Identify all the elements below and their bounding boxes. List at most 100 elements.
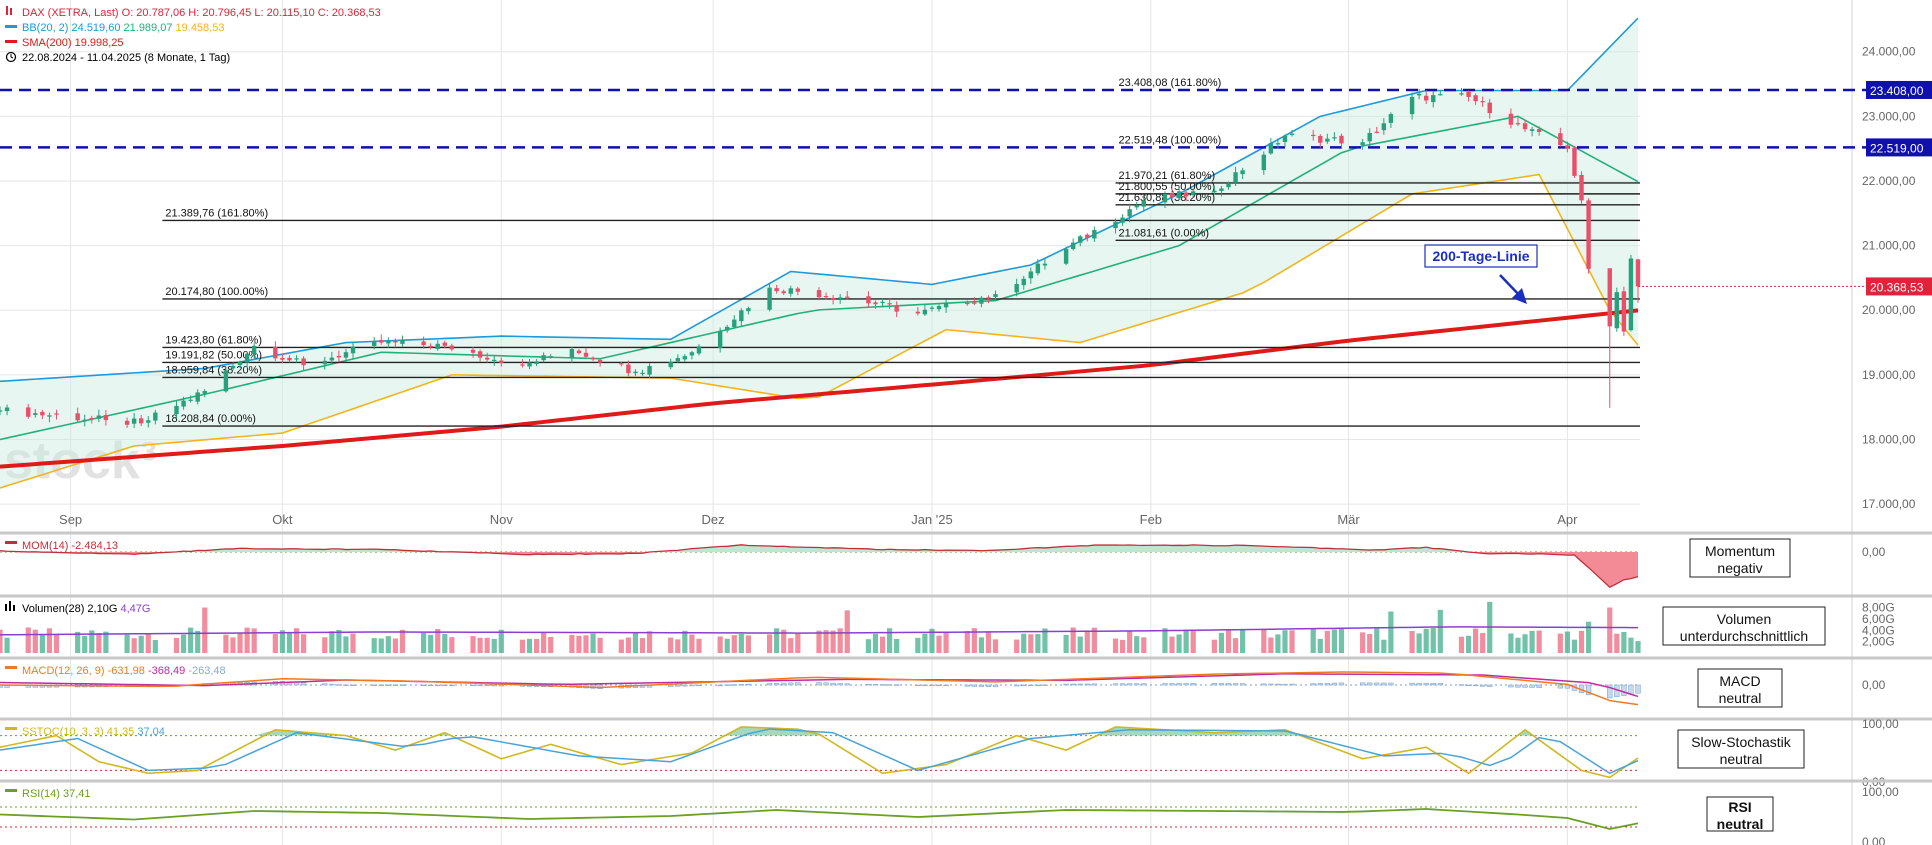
candle-body xyxy=(1508,113,1514,125)
candle-body xyxy=(237,361,243,365)
macd-histogram-bar xyxy=(696,684,702,687)
volume-bar xyxy=(1458,636,1465,653)
macd-histogram-bar xyxy=(795,682,801,686)
volume-bar xyxy=(929,628,935,653)
volume-bar xyxy=(173,637,180,653)
candle-body xyxy=(633,371,638,374)
macd-histogram-bar xyxy=(1232,683,1239,686)
candle-body xyxy=(887,303,892,305)
candle-body xyxy=(972,302,977,304)
volume-bar xyxy=(1564,631,1570,653)
volume-bar xyxy=(1014,639,1020,653)
candle-body xyxy=(181,400,186,407)
candle-body xyxy=(986,297,991,299)
price-badge-label: 23.408,00 xyxy=(1870,84,1924,98)
candle-body xyxy=(647,365,652,375)
macd-histogram-bar xyxy=(929,684,935,687)
candle-body xyxy=(223,370,229,392)
candle-body xyxy=(470,349,476,353)
macd-histogram-bar xyxy=(1014,684,1020,687)
volume-bar xyxy=(1635,641,1641,653)
candle-body xyxy=(1431,95,1436,103)
volume-bar xyxy=(230,637,236,653)
volume-bar xyxy=(1225,629,1232,653)
volume-bar xyxy=(1536,630,1542,653)
volume-bar xyxy=(1141,637,1147,653)
volume-bar xyxy=(25,627,31,653)
candle-body xyxy=(1176,191,1182,199)
candle-body xyxy=(590,357,596,360)
volume-bar xyxy=(1585,621,1592,653)
candle-body xyxy=(1318,136,1323,143)
y-tick-label: 18.000,00 xyxy=(1862,433,1916,447)
volume-bar xyxy=(774,628,780,653)
fibonacci-label: 19.423,80 (61.80%) xyxy=(165,334,262,346)
macd-histogram-bar xyxy=(420,684,427,686)
macd-histogram-bar xyxy=(1324,682,1330,686)
macd-histogram-bar xyxy=(1310,683,1316,686)
candle-body xyxy=(1416,93,1422,96)
volume-bar xyxy=(180,634,187,653)
volume-bar xyxy=(632,632,639,653)
macd-histogram-bar xyxy=(1515,684,1521,688)
candle-body xyxy=(1579,174,1584,201)
macd-histogram-bar xyxy=(1289,683,1295,686)
candle-body xyxy=(251,345,257,354)
volume-bar xyxy=(188,627,194,653)
candle-body xyxy=(82,419,87,421)
volume-bar xyxy=(1367,633,1373,653)
macd-histogram-bar xyxy=(435,684,441,687)
legend-entry: BB(20, 2) 24.519,60 21.989,07 19.458,53 xyxy=(22,22,224,34)
volume-bar xyxy=(689,634,695,653)
macd-histogram-bar xyxy=(1275,683,1281,686)
macd-histogram-bar xyxy=(1367,682,1373,686)
macd-histogram-bar xyxy=(1134,683,1140,686)
volume-bar xyxy=(1169,636,1175,653)
candle-body xyxy=(1035,263,1041,274)
macd-histogram-bar xyxy=(738,684,744,686)
candle-body xyxy=(576,350,582,354)
volume-bar xyxy=(978,637,984,653)
macd-histogram-bar xyxy=(470,684,476,687)
macd-zero-label: 0,00 xyxy=(1862,678,1886,692)
y-tick-label: 20.000,00 xyxy=(1862,303,1916,317)
macd-histogram-bar xyxy=(816,682,822,686)
macd-note-box xyxy=(1697,668,1783,708)
candle-body xyxy=(386,340,391,344)
candle-body xyxy=(1536,129,1542,132)
volume-bar xyxy=(1557,633,1563,653)
candle-body xyxy=(1226,183,1231,188)
candle-body xyxy=(322,360,327,365)
volume-bar xyxy=(837,628,843,653)
volume-bar xyxy=(597,637,603,653)
momentum-note-line1: Momentum xyxy=(1705,543,1775,559)
candle-body xyxy=(1628,258,1634,331)
candle-body xyxy=(1113,221,1118,229)
volume-bar xyxy=(322,637,328,653)
rsi-note-box xyxy=(1706,796,1774,832)
volume-bar xyxy=(943,632,949,653)
candle-body xyxy=(195,392,200,402)
price-badge xyxy=(1866,138,1932,157)
candle-body xyxy=(1374,131,1379,133)
macd-histogram-bar xyxy=(399,684,406,686)
volume-bar xyxy=(428,634,434,653)
clock-hands xyxy=(10,54,14,59)
volume-bar xyxy=(781,629,787,653)
volume-bar xyxy=(576,635,582,653)
candle-body xyxy=(569,349,575,358)
y-tick-label: 17.000,00 xyxy=(1862,497,1916,511)
macd-histogram-bar xyxy=(491,684,497,687)
macd-histogram-bar xyxy=(1621,684,1627,696)
volume-bar xyxy=(985,631,992,653)
sma200-line xyxy=(0,308,1639,469)
macd-histogram-bar xyxy=(1211,682,1218,686)
macd-histogram-bar xyxy=(1091,683,1098,686)
volume-bar xyxy=(682,630,688,653)
volume-bar xyxy=(1176,634,1182,653)
volume-bar xyxy=(53,634,60,653)
candle-body xyxy=(1183,192,1189,197)
candle-body xyxy=(1162,193,1168,203)
volume-bar xyxy=(1183,629,1189,653)
volume-bar xyxy=(1324,630,1330,653)
